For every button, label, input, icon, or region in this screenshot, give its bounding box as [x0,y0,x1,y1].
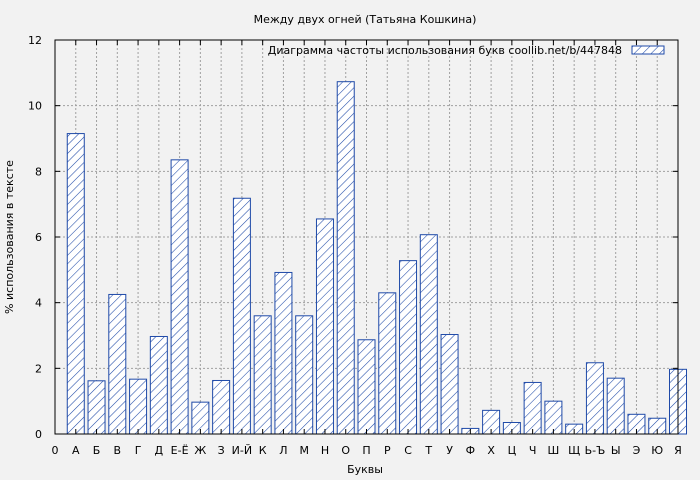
legend: Диаграмма частоты использования букв coo… [268,44,665,57]
x-tick-label: Э [633,444,641,457]
x-tick-label: С [404,444,412,457]
x-tick-label: Щ [568,444,580,457]
bar-14 [336,81,355,435]
y-tick-label: 12 [28,34,42,47]
x-tick-label: О [341,444,350,457]
legend-label: Диаграмма частоты использования букв coo… [268,44,622,57]
bar-5 [149,335,168,435]
y-tick-label: 4 [35,297,42,310]
x-tick-label: Ш [548,444,560,457]
x-tick-label: М [299,444,309,457]
bar-8 [212,379,231,435]
y-tick-label: 8 [35,165,42,178]
legend-swatch [631,45,665,55]
x-tick-label: К [259,444,267,457]
y-tick-label: 0 [35,428,42,441]
x-tick-label: В [114,444,122,457]
bar-11 [274,271,293,435]
x-tick-label: Х [487,444,495,457]
x-tick-label: Ю [651,444,663,457]
x-tick-label: Г [135,444,142,457]
x-tick-label: З [218,444,225,457]
y-tick-label: 2 [35,362,42,375]
bar-2 [87,380,106,435]
bar-19 [440,334,459,435]
x-axis-label: Буквы [347,463,383,476]
bar-6 [170,159,189,435]
x-axis-ticks: 0 А Б В Г Д Е-Ё Ж З И-Й К Л М Н О П Р С Т У Ф Х Ц Ч Ш Щ Ь-Ъ Ы Э Ю Я [52,40,682,457]
x-tick-label: Я [674,444,682,457]
bar-27 [606,377,625,435]
bar-16 [378,292,397,435]
x-tick-label: А [72,444,80,457]
x-tick-label: Ы [611,444,621,457]
bar-17 [399,260,418,435]
bar-13 [315,218,334,435]
x-tick-label: Е-Ё [171,444,189,457]
x-tick-label: Ч [529,444,537,457]
x-tick-label: Ф [466,444,475,457]
bar-18 [419,234,438,435]
x-tick-label: Ж [194,444,206,457]
x-tick-label: Б [93,444,101,457]
x-tick-label: Н [321,444,329,457]
x-tick-label: Ь-Ъ [585,444,606,457]
x-tick-label: У [446,444,453,457]
bar-15 [357,339,376,435]
y-tick-label: 6 [35,231,42,244]
bar-3 [108,293,127,435]
bar-9 [232,197,251,435]
y-tick-label: 10 [28,100,42,113]
x-tick-label: И-Й [232,444,252,457]
x-tick-label: Л [279,444,287,457]
x-tick-label: П [362,444,370,457]
bar-23 [523,381,542,435]
x-tick-label: Р [384,444,391,457]
y-axis-label: % использования в тексте [3,160,16,314]
bar-4 [129,378,148,435]
bar-26 [585,362,604,435]
bars [66,81,687,435]
x-tick-label: Т [424,444,432,457]
x-tick-label: Д [155,444,164,457]
bar-1 [66,133,85,435]
bar-12 [295,315,314,435]
chart-title: Между двух огней (Татьяна Кошкина) [254,13,477,26]
bar-10 [253,315,272,435]
y-axis-ticks: 0 2 4 6 8 10 12 [28,34,678,441]
x-tick-label: 0 [52,444,59,457]
x-tick-label: Ц [508,444,517,457]
